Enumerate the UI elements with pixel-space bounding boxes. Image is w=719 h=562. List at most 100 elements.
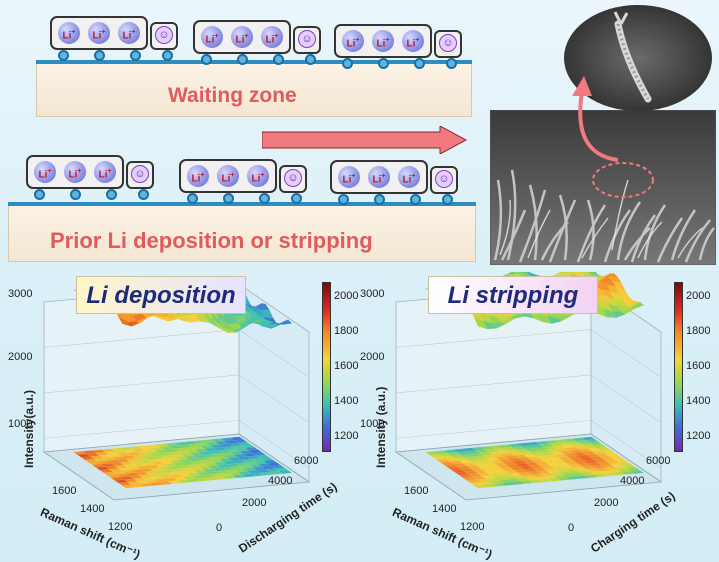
heatmap-cell [216,470,230,474]
heatmap-cell [560,465,574,469]
heatmap-cell [582,451,596,455]
heatmap-cell [536,441,550,445]
heatmap-cell [562,444,575,448]
heatmap-cell [460,453,474,458]
heatmap-cell [131,469,145,473]
heatmap-cell [130,454,144,459]
heatmap-cell [507,464,521,468]
heatmap-cell [90,455,104,460]
colorbar-tick-label: 1800 [686,325,711,337]
heatmap-cell [573,466,587,471]
heatmap-cell [123,464,137,468]
heatmap-cell [256,469,270,473]
sem-image [490,110,716,265]
heatmap-cell [129,460,143,465]
heatmap-cell [188,472,202,477]
heatmap-cell [481,460,495,465]
heatmap-cell [573,452,587,456]
heatmap-cell [183,476,197,480]
li-train: Li+ Li+ Li+ ☺ [50,16,180,62]
heatmap-cell [88,461,102,466]
heatmap-cell [204,447,218,452]
heatmap-cell [527,471,541,475]
heatmap-cell [584,459,598,464]
li-train: Li+ Li+ Li+ ☺ [334,24,464,70]
train-car: Li+ Li+ Li+ [26,155,124,189]
heatmap-cell [197,457,211,461]
heatmap-cell [505,470,519,474]
heatmap-cell [227,463,241,467]
heatmap-cell [584,474,598,478]
heatmap-cell [206,441,220,446]
heatmap-cell [254,460,268,465]
heatmap-cell [619,462,633,466]
heatmap-cell [536,455,550,460]
heatmap-cell [226,448,240,453]
heatmap-cell [205,477,219,481]
heatmap-cell [138,459,152,464]
heatmap-cell [177,479,191,484]
heatmap-cell [527,456,541,460]
heatmap-cell [526,441,540,446]
heatmap-cell [166,457,179,461]
heatmap-cell [158,466,172,471]
heatmap-cell [142,462,156,466]
heatmap-cell [593,444,607,448]
surface-plot [394,272,663,501]
heatmap-cell [510,452,524,456]
heatmap-cell [545,440,559,444]
heatmap-cell [122,470,135,474]
heatmap-cell [538,478,552,483]
heatmap-cell [617,468,631,472]
lithium-ion-icon: Li+ [372,30,394,52]
lithium-ion-icon: Li+ [342,30,364,52]
heatmap-cell [470,467,484,472]
heatmap-cell [434,450,448,454]
z-tick-label: 6000 [646,455,671,467]
heatmap-cell [630,470,644,474]
heatmap-cell [238,471,252,475]
heatmap-cell [184,455,198,460]
heatmap-cell [120,476,134,480]
heatmap-cell [440,461,454,466]
z-tick-label: 0 [216,522,223,534]
smiley-face-icon: ☺ [284,169,302,187]
heatmap-cell [229,471,243,476]
heatmap-cell [236,462,250,466]
heatmap-cell [475,464,489,468]
wheel-icon [70,189,81,200]
heatmap-cell [107,459,120,464]
y-tick-label: 1000 [8,418,33,430]
heatmap-cell [489,480,502,484]
heatmap-cell [215,441,229,445]
heatmap-cell [169,445,183,449]
heatmap-cell [466,479,480,484]
heatmap-cell [599,455,613,460]
lithium-ion-icon: Li+ [368,166,390,188]
heatmap-cell [124,478,138,483]
heatmap-cell [225,469,239,473]
heatmap-cell [155,464,169,468]
heatmap-cell [456,451,470,455]
heatmap-cell [133,477,147,482]
heatmap-cell [530,444,544,448]
heatmap-cell [212,467,226,472]
heatmap-cell [499,473,513,478]
heatmap-cell [621,471,635,475]
heatmap-cell [121,455,135,460]
heatmap-cell [536,470,550,474]
x-tick-label: 1400 [432,503,457,515]
heatmap-cell [490,445,504,449]
heatmap-cell [499,444,513,448]
colorbar-tick-label: 1600 [334,360,359,372]
heatmap-cell [200,445,214,449]
y-axis-label: Intensity (a.u.) [374,386,388,468]
heatmap-cell [444,449,457,454]
heatmap-cell [210,444,223,448]
heatmap-cell [206,471,220,475]
heatmap-cell [219,443,233,448]
heatmap-cell [594,473,608,478]
heatmap-cell [523,453,537,458]
heatmap-cell [553,474,567,478]
heatmap-cell [180,453,194,457]
